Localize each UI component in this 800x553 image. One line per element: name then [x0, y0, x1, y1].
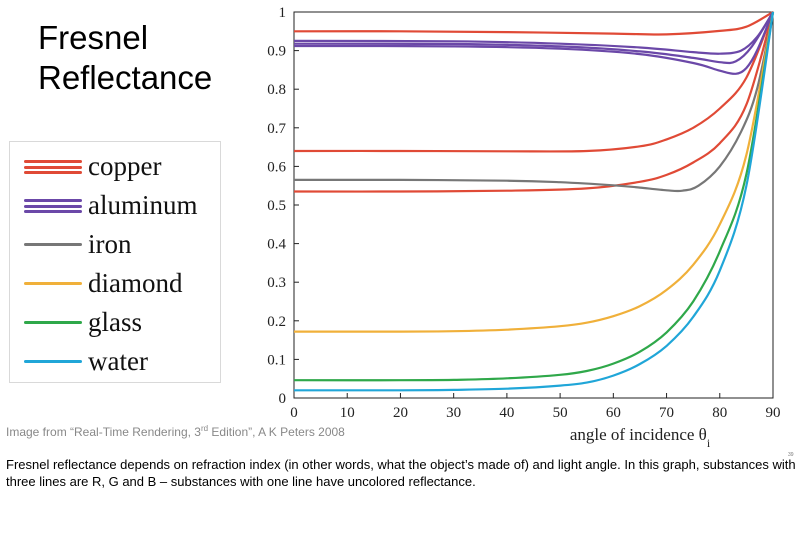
credit-prefix: Image from “Real-Time Rendering, 3: [6, 425, 201, 439]
plot-frame: [293, 11, 774, 399]
series-line-copper-0: [293, 11, 774, 36]
legend-swatch-iron: [24, 243, 82, 247]
y-tick-label: 0: [279, 391, 287, 407]
fresnel-chart: 0 10 20 30 40 50 60 70 80 90 0 0.1 0.2 0.3 0.4 0.5 0.6 0.…: [267, 5, 780, 447]
image-credit: Image from “Real-Time Rendering, 3rd Edi…: [6, 424, 345, 439]
legend-label: diamond: [88, 268, 183, 298]
legend-item-water: water: [10, 343, 220, 381]
y-tick-label: 0.2: [267, 314, 286, 330]
x-tick-label: 20: [393, 405, 408, 421]
legend-label: aluminum: [88, 190, 198, 220]
legend-swatch-line: [24, 160, 82, 163]
series-line-iron-6: [293, 11, 775, 193]
legend-label: iron: [88, 229, 132, 259]
legend-label: water: [88, 346, 148, 376]
legend-swatch-copper: [24, 160, 82, 174]
series-line-copper-1: [293, 11, 775, 153]
legend-swatch-line: [24, 210, 82, 213]
legend-swatch-aluminum: [24, 199, 82, 213]
legend-label: copper: [88, 151, 162, 181]
page-number: 39: [788, 452, 794, 458]
slide-caption: Fresnel reflectance depends on refractio…: [6, 457, 796, 489]
legend-item-diamond: diamond: [10, 265, 220, 303]
credit-superscript: rd: [200, 424, 209, 433]
series-line-water-9: [293, 11, 775, 392]
x-tick-label: 60: [606, 405, 621, 421]
x-tick-label: 90: [766, 405, 781, 421]
y-tick-label: 0.5: [267, 198, 286, 214]
series-line-diamond-7: [293, 11, 775, 333]
title-line-1: Fresnel: [38, 19, 149, 56]
legend-item-copper: copper: [10, 148, 220, 186]
legend-swatch-line: [24, 321, 82, 324]
series-line-copper-2: [293, 11, 775, 193]
series-line-aluminum-4: [293, 11, 774, 65]
legend-item-iron: iron: [10, 226, 220, 264]
x-tick-label: 0: [290, 405, 298, 421]
x-tick-label: 10: [340, 405, 355, 421]
y-tick-label: 0.3: [267, 275, 286, 291]
legend: copper aluminum iron diamond glass water: [9, 141, 221, 383]
x-axis-title: angle of incidence θi: [570, 425, 711, 447]
y-tick-label: 1: [279, 5, 287, 21]
x-tick-label: 50: [553, 405, 568, 421]
legend-swatch-line: [24, 199, 82, 202]
y-tick-label: 0.8: [267, 82, 286, 98]
series-layer: [293, 11, 775, 392]
slide-title: Fresnel Reflectance: [38, 18, 212, 98]
legend-swatch-diamond: [24, 282, 82, 286]
x-tick-label: 70: [659, 405, 674, 421]
legend-swatch-water: [24, 360, 82, 364]
credit-suffix: Edition”, A K Peters 2008: [208, 425, 345, 439]
legend-item-glass: glass: [10, 304, 220, 342]
y-tick-label: 0.9: [267, 44, 286, 60]
legend-swatch-line: [24, 282, 82, 285]
series-line-aluminum-3: [293, 11, 774, 55]
y-tick-label: 0.1: [267, 352, 286, 368]
ticks-layer: 0 10 20 30 40 50 60 70 80 90 0 0.1 0.2 0.3 0.4 0.5 0.6 0.…: [267, 5, 780, 421]
x-tick-label: 30: [446, 405, 461, 421]
legend-item-aluminum: aluminum: [10, 187, 220, 225]
series-line-aluminum-5: [293, 11, 775, 75]
y-tick-label: 0.7: [267, 121, 286, 137]
x-tick-label: 40: [499, 405, 514, 421]
legend-swatch-line: [24, 243, 82, 246]
series-line-glass-8: [293, 11, 775, 382]
x-tick-label: 80: [712, 405, 727, 421]
legend-swatch-glass: [24, 321, 82, 325]
legend-swatch-line: [24, 165, 82, 169]
legend-swatch-line: [24, 171, 82, 174]
y-tick-label: 0.6: [267, 159, 286, 175]
title-line-2: Reflectance: [38, 59, 213, 96]
y-tick-label: 0.4: [267, 237, 286, 253]
legend-swatch-line: [24, 204, 82, 208]
legend-label: glass: [88, 307, 142, 337]
legend-swatch-line: [24, 360, 82, 363]
